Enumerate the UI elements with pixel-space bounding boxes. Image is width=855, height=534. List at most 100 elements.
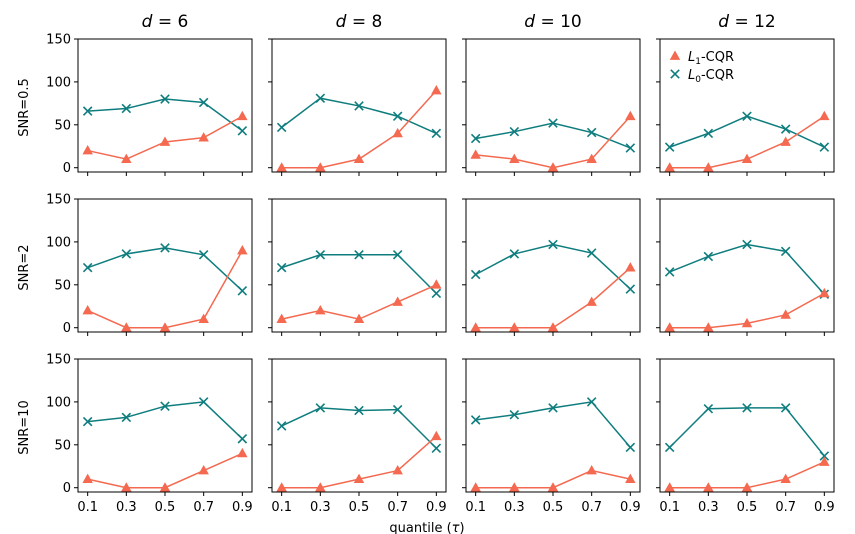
column-title-var: d xyxy=(524,12,535,32)
l0-cqr-point xyxy=(742,111,752,121)
panel-r2-c3 xyxy=(462,198,641,336)
x-tick-label: 0.3 xyxy=(698,500,719,515)
l0-cqr-point xyxy=(160,94,170,104)
l0-cqr-point xyxy=(509,126,520,137)
l1-cqr-point xyxy=(780,473,791,483)
x-tick-label: 0.3 xyxy=(504,500,525,515)
l1-cqr-point xyxy=(315,162,326,172)
x-axis-label-close: ) xyxy=(459,521,464,534)
l0-cqr-point xyxy=(586,248,597,258)
l0-marker-stroke xyxy=(392,111,403,121)
l0-marker-stroke xyxy=(237,434,248,444)
l1-cqr-point xyxy=(276,162,287,172)
y-tick-label: 50 xyxy=(54,118,71,133)
column-title-num: 12 xyxy=(754,12,776,32)
l0-marker-stroke xyxy=(315,403,326,413)
l0-marker-stroke xyxy=(548,403,558,413)
l0-marker-stroke xyxy=(82,416,93,427)
l1-cqr-point xyxy=(586,465,597,475)
panel-r1-c1: 0 50 100 150 xyxy=(46,33,253,176)
l1-cqr-point xyxy=(703,162,714,172)
l1-cqr-point xyxy=(353,313,365,323)
l1-cqr-point xyxy=(509,322,520,332)
l0-marker-stroke xyxy=(703,128,714,139)
l0-cqr-point xyxy=(742,403,752,413)
l1-cqr-point xyxy=(819,456,830,466)
l1-cqr-point xyxy=(237,447,248,458)
l0-cqr-point xyxy=(703,251,714,262)
x-tick-label: 0.5 xyxy=(155,500,176,515)
row-label: SNR=10 xyxy=(17,400,32,454)
column-title-num: 6 xyxy=(178,12,189,32)
l1-cqr-point xyxy=(625,262,636,272)
x-tick-label: 0.5 xyxy=(543,500,564,515)
x-tick-label: 0.1 xyxy=(465,500,486,515)
l1-cqr-point xyxy=(431,84,442,95)
x-tick-label: 0.1 xyxy=(659,500,680,515)
l0-marker-stroke xyxy=(354,405,364,416)
l1-cqr-point xyxy=(547,482,559,492)
column-title-num: 10 xyxy=(560,12,582,32)
l0-cqr-point xyxy=(392,250,403,260)
l1-cqr-point xyxy=(470,149,481,159)
l0-cqr-point xyxy=(237,126,248,136)
l1-cqr-point xyxy=(237,110,248,121)
legend-label: L0-CQR xyxy=(688,68,734,85)
l0-marker-stroke xyxy=(586,127,597,138)
l1-cqr-point xyxy=(121,482,132,492)
l0-cqr-point xyxy=(625,143,636,153)
l1-cqr-point xyxy=(741,317,753,328)
l0-marker-stroke xyxy=(509,126,520,137)
l1-cqr-point xyxy=(159,482,171,492)
x-axis-label: quantile (τ) xyxy=(389,521,464,534)
l1-cqr-point xyxy=(509,153,520,163)
l0-cqr-point xyxy=(121,412,132,423)
l0-marker-stroke xyxy=(509,410,520,420)
l1-cqr-point xyxy=(392,296,403,306)
l0-marker-stroke xyxy=(586,397,597,407)
l1-cqr-point xyxy=(198,465,209,475)
panel-r1-c3 xyxy=(462,38,641,176)
x-tick-label: 0.7 xyxy=(193,500,214,515)
l0-marker-stroke xyxy=(625,442,636,453)
l1-cqr-point xyxy=(664,322,675,332)
l0-marker-stroke xyxy=(780,246,791,257)
l0-marker-stroke xyxy=(276,262,287,273)
l0-cqr-point xyxy=(237,434,248,444)
l0-marker-stroke xyxy=(82,106,93,116)
column-title-eq: = xyxy=(152,12,177,32)
l0-cqr-point xyxy=(392,404,403,415)
column-title-var: d xyxy=(718,12,729,32)
l1-cqr-point xyxy=(315,305,326,315)
x-tick-label: 0.3 xyxy=(310,500,331,515)
l1-cqr-point xyxy=(121,153,132,163)
l0-cqr-point xyxy=(82,106,93,116)
l0-marker-stroke xyxy=(276,122,287,133)
column-title: d = 12 xyxy=(718,12,776,32)
l0-cqr-point xyxy=(82,416,93,427)
column-title-var: d xyxy=(142,12,153,32)
l0-cqr-point xyxy=(121,103,132,114)
panel-frame xyxy=(271,358,447,493)
series-l0-cqr-line xyxy=(281,407,437,449)
l1-cqr-point xyxy=(703,482,714,492)
l0-marker-stroke xyxy=(819,142,830,152)
l0-cqr-point xyxy=(198,250,209,260)
l1-cqr-point xyxy=(819,110,830,121)
l0-cqr-point xyxy=(82,262,93,273)
l0-marker-stroke xyxy=(237,126,248,136)
l1-cqr-point xyxy=(392,465,403,475)
series-l1-cqr-line xyxy=(87,250,243,329)
l0-marker-stroke xyxy=(470,415,481,425)
l1-cqr-point xyxy=(741,482,753,492)
legend-l0-marker xyxy=(670,69,680,79)
panel-frame xyxy=(77,198,253,333)
l1-cqr-point xyxy=(82,305,93,315)
l1-cqr-point xyxy=(586,153,597,163)
l0-cqr-point xyxy=(276,262,287,273)
l0-marker-stroke xyxy=(703,251,714,262)
l0-marker-stroke xyxy=(431,288,442,299)
l0-marker-stroke xyxy=(780,124,791,134)
l1-cqr-point xyxy=(703,322,714,332)
l0-cqr-point xyxy=(548,239,558,250)
